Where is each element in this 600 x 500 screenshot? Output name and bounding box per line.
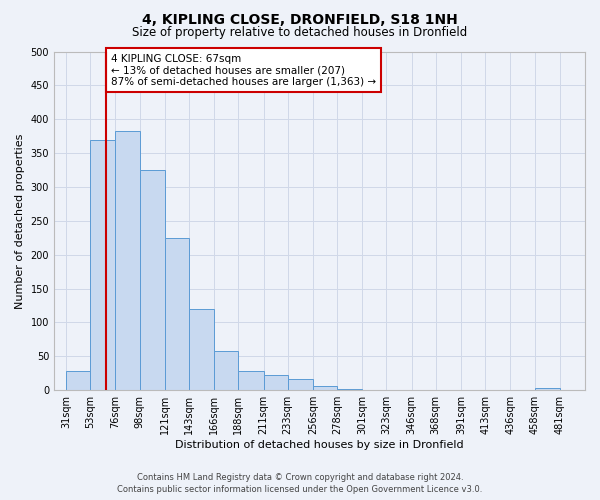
Bar — [115, 131, 140, 390]
Bar — [238, 371, 263, 390]
Text: Contains HM Land Registry data © Crown copyright and database right 2024.
Contai: Contains HM Land Registry data © Crown c… — [118, 473, 482, 494]
Text: 4, KIPLING CLOSE, DRONFIELD, S18 1NH: 4, KIPLING CLOSE, DRONFIELD, S18 1NH — [142, 12, 458, 26]
Bar — [263, 376, 288, 390]
Bar — [535, 388, 560, 390]
X-axis label: Distribution of detached houses by size in Dronfield: Distribution of detached houses by size … — [175, 440, 464, 450]
Bar — [214, 351, 238, 390]
Bar — [288, 380, 313, 390]
Bar — [337, 389, 362, 390]
Bar — [140, 170, 165, 390]
Bar — [165, 238, 189, 390]
Bar — [313, 386, 337, 390]
Text: Size of property relative to detached houses in Dronfield: Size of property relative to detached ho… — [133, 26, 467, 39]
Bar — [90, 140, 115, 390]
Bar — [189, 309, 214, 390]
Text: 4 KIPLING CLOSE: 67sqm
← 13% of detached houses are smaller (207)
87% of semi-de: 4 KIPLING CLOSE: 67sqm ← 13% of detached… — [111, 54, 376, 86]
Bar — [66, 371, 90, 390]
Y-axis label: Number of detached properties: Number of detached properties — [15, 133, 25, 308]
